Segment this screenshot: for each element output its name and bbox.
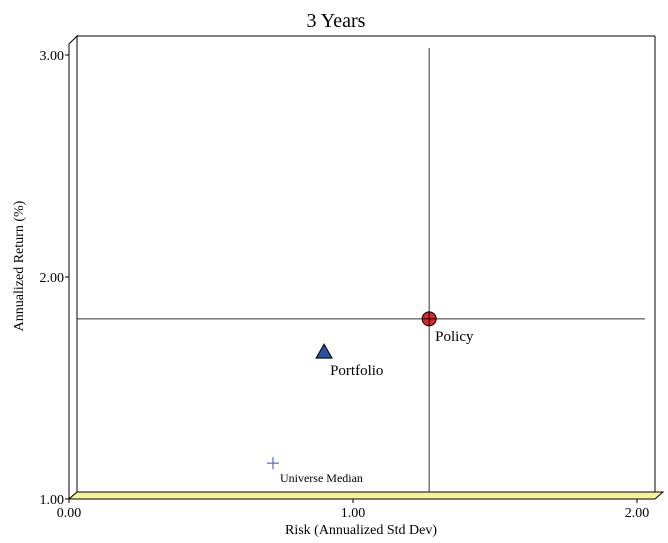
y-tick-label: 2.00 xyxy=(40,271,65,286)
chart-title: 3 Years xyxy=(307,10,366,32)
plot-frame xyxy=(67,34,665,501)
data-points: Policy Portfolio Universe Median xyxy=(266,311,474,485)
y-axis-label: Annualized Return (%) xyxy=(12,200,27,331)
chart-floor xyxy=(67,491,665,500)
x-tick-label: 2.00 xyxy=(625,506,650,521)
portfolio-point xyxy=(315,343,333,359)
policy-label: Policy xyxy=(435,329,474,345)
x-tick-label: 1.00 xyxy=(341,506,366,521)
left-wall xyxy=(68,34,78,501)
policy-crosshair xyxy=(77,48,645,492)
x-tick-label: 0.00 xyxy=(57,506,82,521)
axis-ticks: 0.00 1.00 2.001.002.003.00 xyxy=(40,49,650,521)
portfolio-label: Portfolio xyxy=(330,363,383,379)
universe-median-label: Universe Median xyxy=(280,471,363,485)
y-tick-label: 1.00 xyxy=(40,493,65,508)
x-axis-label: Risk (Annualized Std Dev) xyxy=(285,523,437,538)
y-tick-label: 3.00 xyxy=(40,49,65,64)
